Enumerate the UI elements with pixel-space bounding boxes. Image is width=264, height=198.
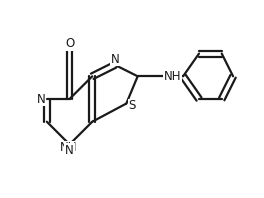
Text: N: N	[37, 92, 45, 106]
Text: N: N	[111, 53, 119, 66]
Text: NH: NH	[60, 141, 77, 154]
Text: O: O	[65, 37, 74, 50]
Text: S: S	[128, 99, 136, 112]
Text: N: N	[65, 144, 74, 157]
Text: NH: NH	[164, 70, 181, 83]
